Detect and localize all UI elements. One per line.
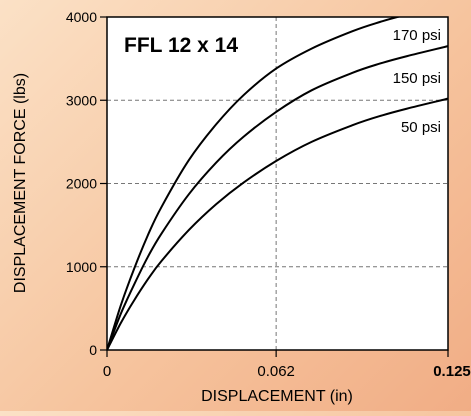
x-tick-label-0: 0 [103,363,111,380]
x-tick-label-1: 0.062 [257,363,295,380]
axis-ticks: 0 1000 2000 3000 4000 0 0.062 0.125 [66,9,471,380]
series-label-1: 150 psi [393,70,441,87]
grid [107,17,448,350]
series-label-0: 170 psi [393,27,441,44]
series-lines [107,17,448,350]
y-axis-label: DISPLACEMENT FORCE (lbs) [12,73,29,293]
series-labels: 170 psi 150 psi 50 psi [393,27,441,136]
chart-title: FFL 12 x 14 [124,34,238,57]
series-line-0 [107,17,402,350]
series-line-2 [107,97,448,350]
x-axis-label: DISPLACEMENT (in) [201,388,353,405]
y-tick-label-2: 2000 [66,176,97,192]
y-tick-label-0: 0 [89,342,97,358]
x-tick-label-2: 0.125 [433,363,471,380]
series-label-2: 50 psi [401,119,441,136]
y-tick-label-4: 4000 [66,9,97,25]
y-tick-label-1: 1000 [66,259,97,275]
y-tick-label-3: 3000 [66,92,97,108]
series-line-1 [107,45,448,350]
